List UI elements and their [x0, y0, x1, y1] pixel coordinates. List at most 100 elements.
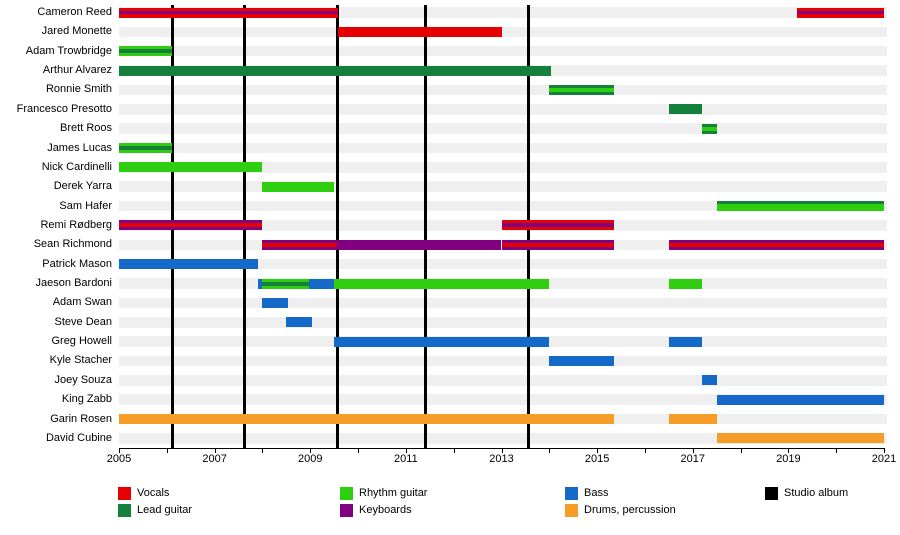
- legend-label-bass: Bass: [584, 487, 609, 499]
- member-name-label: Nick Cardinelli: [41, 160, 112, 173]
- timeline-row-band: [119, 317, 887, 328]
- timeline-bar-keyboards: [337, 239, 502, 250]
- timeline-bar-bass: [119, 259, 259, 270]
- timeline-row-band: [119, 7, 887, 18]
- timeline-row-band: [119, 45, 887, 57]
- timeline-bar-rhythm_guitar: [334, 278, 550, 289]
- legend-item-drums: Drums, percussion: [565, 504, 765, 518]
- timeline-bar-bass: [262, 297, 288, 308]
- timeline-bar-keyboards: [668, 239, 884, 250]
- member-name-label: Joey Souza: [54, 373, 112, 386]
- timeline-bar-bass: [286, 317, 312, 328]
- timeline-bar-stripe-lead_guitar: [119, 49, 173, 54]
- x-axis-tick: [310, 449, 312, 453]
- x-axis-line: [119, 448, 885, 449]
- timeline-row-band: [119, 142, 887, 154]
- legend-label-studio_album: Studio album: [784, 487, 849, 499]
- timeline-bar-stripe-keyboards: [796, 11, 884, 14]
- timeline-bar-stripe-vocals: [501, 242, 614, 247]
- legend-item-bass: Bass: [565, 487, 765, 501]
- timeline-row-band: [119, 433, 887, 444]
- x-axis-tick: [262, 449, 264, 453]
- x-axis-year-label: 2019: [776, 453, 801, 465]
- timeline-bar-keyboards: [119, 220, 263, 231]
- member-name-label: Derek Yarra: [53, 180, 112, 193]
- timeline-row-band: [119, 181, 887, 192]
- x-axis-tick: [119, 449, 120, 453]
- timeline-bar-rhythm_guitar: [119, 46, 173, 57]
- x-axis-tick: [358, 449, 360, 453]
- legend-label-lead_guitar: Lead guitar: [137, 504, 193, 516]
- member-name-label: Garin Rosen: [50, 412, 112, 425]
- member-name-label: David Cubine: [45, 431, 112, 444]
- x-axis-tick: [214, 449, 216, 453]
- member-name-label: Adam Trowbridge: [25, 44, 112, 57]
- member-name-label: Cameron Reed: [37, 6, 112, 18]
- member-name-label: Ronnie Smith: [45, 83, 112, 96]
- x-axis-year-label: 2017: [680, 453, 705, 465]
- timeline-bar-stripe-rhythm_guitar: [549, 87, 614, 92]
- timeline-bar-keyboards: [501, 239, 614, 250]
- timeline-row-band: [119, 297, 887, 309]
- legend-swatch-bass: [565, 487, 578, 500]
- member-name-label: Jared Monette: [41, 25, 112, 38]
- studio-album-line: [423, 5, 427, 448]
- legend-item-lead_guitar: Lead guitar: [118, 504, 318, 518]
- member-name-label: Greg Howell: [51, 335, 112, 348]
- timeline-bar-vocals: [501, 220, 614, 231]
- studio-album-line: [335, 5, 339, 448]
- timeline-bar-stripe-vocals: [262, 242, 338, 247]
- legend-label-drums: Drums, percussion: [584, 504, 676, 516]
- member-name-label: Jaeson Bardoni: [35, 277, 112, 290]
- timeline-row-band: [119, 123, 887, 134]
- timeline-bar-lead_guitar: [119, 65, 551, 76]
- timeline-bar-vocals: [796, 7, 884, 18]
- timeline-bar-rhythm_guitar: [119, 143, 173, 154]
- member-name-label: Arthur Alvarez: [42, 64, 112, 77]
- timeline-row-band: [119, 375, 887, 386]
- legend-label-rhythm_guitar: Rhythm guitar: [359, 487, 428, 499]
- legend-swatch-keyboards: [340, 504, 353, 517]
- timeline-bar-bass: [549, 355, 614, 366]
- x-axis-tick: [166, 449, 168, 453]
- member-name-label: Kyle Stacher: [49, 354, 112, 367]
- legend-label-vocals: Vocals: [137, 487, 170, 499]
- x-axis-year-label: 2013: [489, 453, 514, 465]
- timeline-row-band: [119, 355, 887, 367]
- legend-item-keyboards: Keyboards: [340, 504, 540, 518]
- x-axis-tick: [405, 449, 407, 453]
- timeline-bar-stripe-keyboards: [501, 223, 614, 228]
- timeline-bar-stripe-lead_guitar: [119, 146, 173, 151]
- x-axis-tick: [740, 449, 742, 453]
- member-name-label: Patrick Mason: [42, 257, 112, 270]
- timeline-bar-rhythm_guitar: [716, 201, 884, 212]
- timeline-bar-vocals: [119, 7, 338, 18]
- timeline-row-band: [119, 394, 887, 405]
- x-axis-tick: [597, 449, 599, 453]
- x-axis-tick: [788, 449, 790, 453]
- legend-item-rhythm_guitar: Rhythm guitar: [340, 487, 540, 501]
- member-name-label: Adam Swan: [52, 296, 112, 309]
- member-name-label: Brett Roos: [60, 122, 112, 135]
- legend-item-studio_album: Studio album: [765, 487, 900, 501]
- member-name-label: Sean Richmond: [33, 238, 112, 251]
- timeline-bar-bass: [716, 394, 884, 405]
- timeline-row-band: [119, 162, 887, 173]
- legend-item-vocals: Vocals: [118, 487, 318, 501]
- timeline-bar-stripe-vocals: [119, 223, 263, 228]
- legend-swatch-studio_album: [765, 487, 778, 500]
- legend-label-keyboards: Keyboards: [359, 504, 412, 516]
- timeline-row-band: [119, 104, 887, 115]
- timeline-bar-rhythm_guitar: [262, 278, 309, 289]
- x-axis-tick: [453, 449, 455, 453]
- legend-swatch-drums: [565, 504, 578, 517]
- x-axis-year-label: 2007: [202, 453, 227, 465]
- timeline-bar-bass: [702, 375, 717, 386]
- timeline-bar-drums: [716, 433, 884, 444]
- x-axis-year-label: 2009: [298, 453, 323, 465]
- x-axis-tick: [644, 449, 646, 453]
- timeline-bar-drums: [668, 414, 717, 425]
- x-axis-tick: [549, 449, 551, 453]
- member-name-label: Steve Dean: [54, 315, 112, 328]
